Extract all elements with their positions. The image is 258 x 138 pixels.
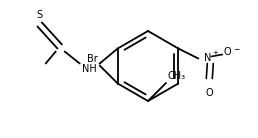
Text: S: S (37, 10, 43, 21)
Text: Br: Br (87, 54, 98, 63)
Text: O: O (223, 47, 231, 58)
Text: CH₃: CH₃ (168, 71, 186, 81)
Text: +: + (212, 51, 218, 56)
Text: N: N (204, 54, 212, 63)
Text: O: O (206, 88, 213, 99)
Text: −: − (233, 45, 240, 54)
Text: NH: NH (82, 63, 97, 74)
